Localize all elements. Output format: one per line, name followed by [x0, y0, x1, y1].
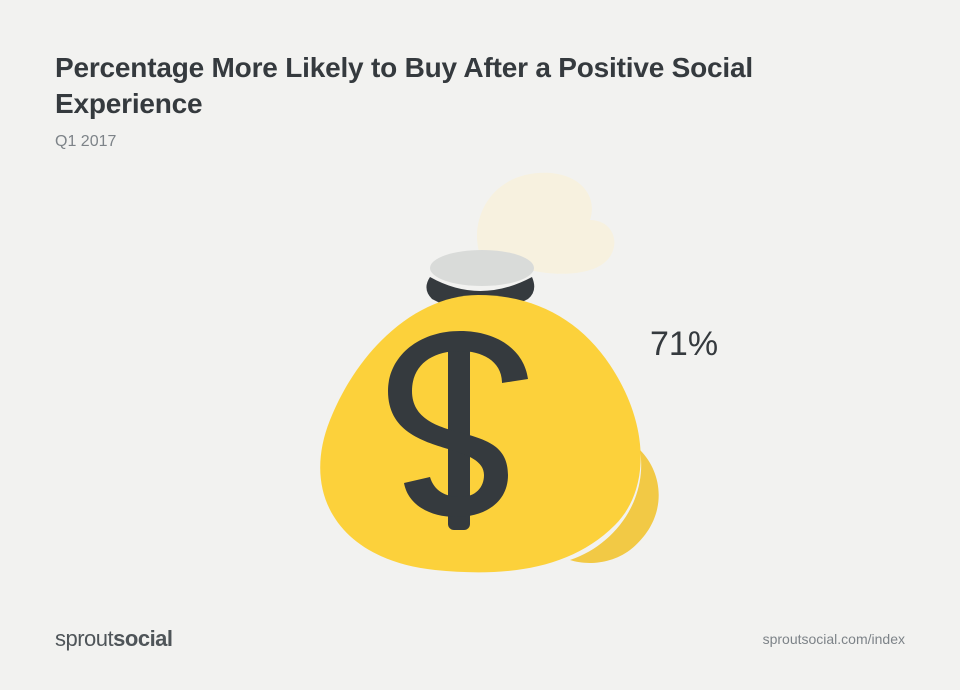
stat-value: 71%	[650, 325, 718, 364]
graphic-area	[0, 160, 960, 590]
brand-suffix: social	[113, 626, 172, 651]
title: Percentage More Likely to Buy After a Po…	[55, 50, 775, 123]
footer: sproutsocial sproutsocial.com/index	[55, 626, 905, 652]
brand-prefix: sprout	[55, 626, 113, 651]
brand-logo: sproutsocial	[55, 626, 173, 652]
subtitle: Q1 2017	[55, 133, 905, 151]
money-bag-icon	[270, 165, 690, 585]
infographic-card: Percentage More Likely to Buy After a Po…	[0, 0, 960, 690]
source-url: sproutsocial.com/index	[763, 631, 905, 647]
bag-tie-light	[430, 250, 534, 286]
